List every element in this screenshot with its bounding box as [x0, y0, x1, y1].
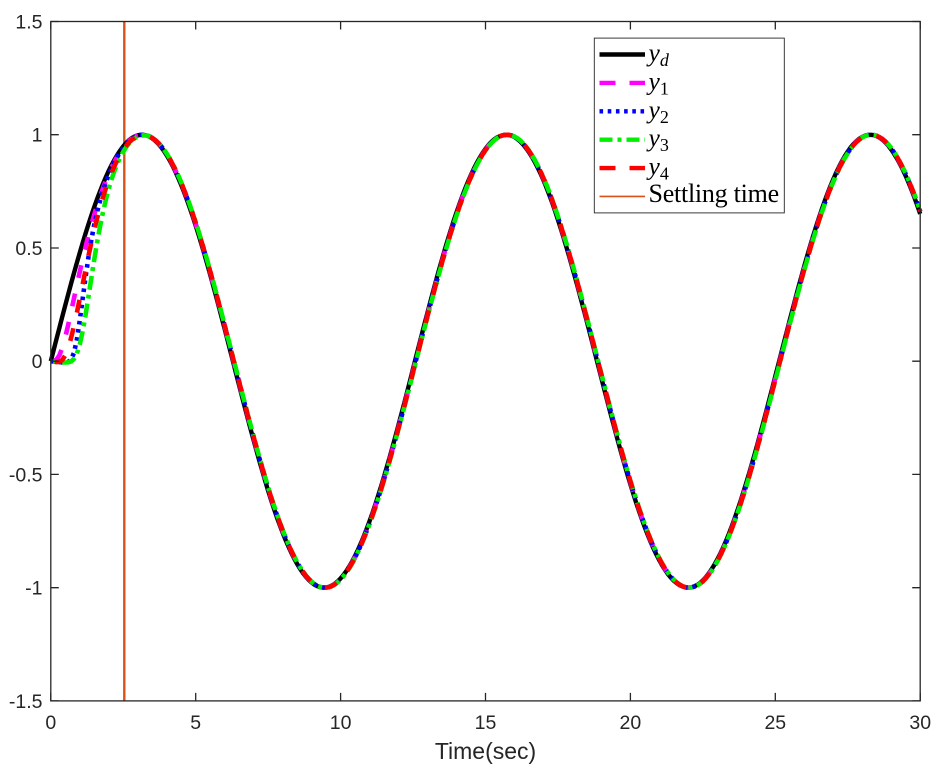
svg-text:10: 10 [330, 712, 352, 734]
svg-text:1: 1 [32, 125, 43, 147]
svg-text:20: 20 [620, 712, 642, 734]
svg-text:25: 25 [764, 712, 786, 734]
svg-text:30: 30 [909, 712, 931, 734]
svg-text:-0.5: -0.5 [9, 464, 43, 486]
svg-text:Time(sec): Time(sec) [435, 738, 536, 764]
svg-text:-1.5: -1.5 [9, 691, 43, 713]
svg-text:0: 0 [32, 351, 43, 373]
svg-text:5: 5 [190, 712, 201, 734]
svg-text:0: 0 [45, 712, 56, 734]
svg-text:0.5: 0.5 [15, 238, 42, 260]
svg-text:15: 15 [475, 712, 497, 734]
svg-text:1.5: 1.5 [15, 12, 42, 34]
svg-text:Settling time: Settling time [649, 179, 779, 208]
svg-text:-1: -1 [25, 578, 42, 600]
